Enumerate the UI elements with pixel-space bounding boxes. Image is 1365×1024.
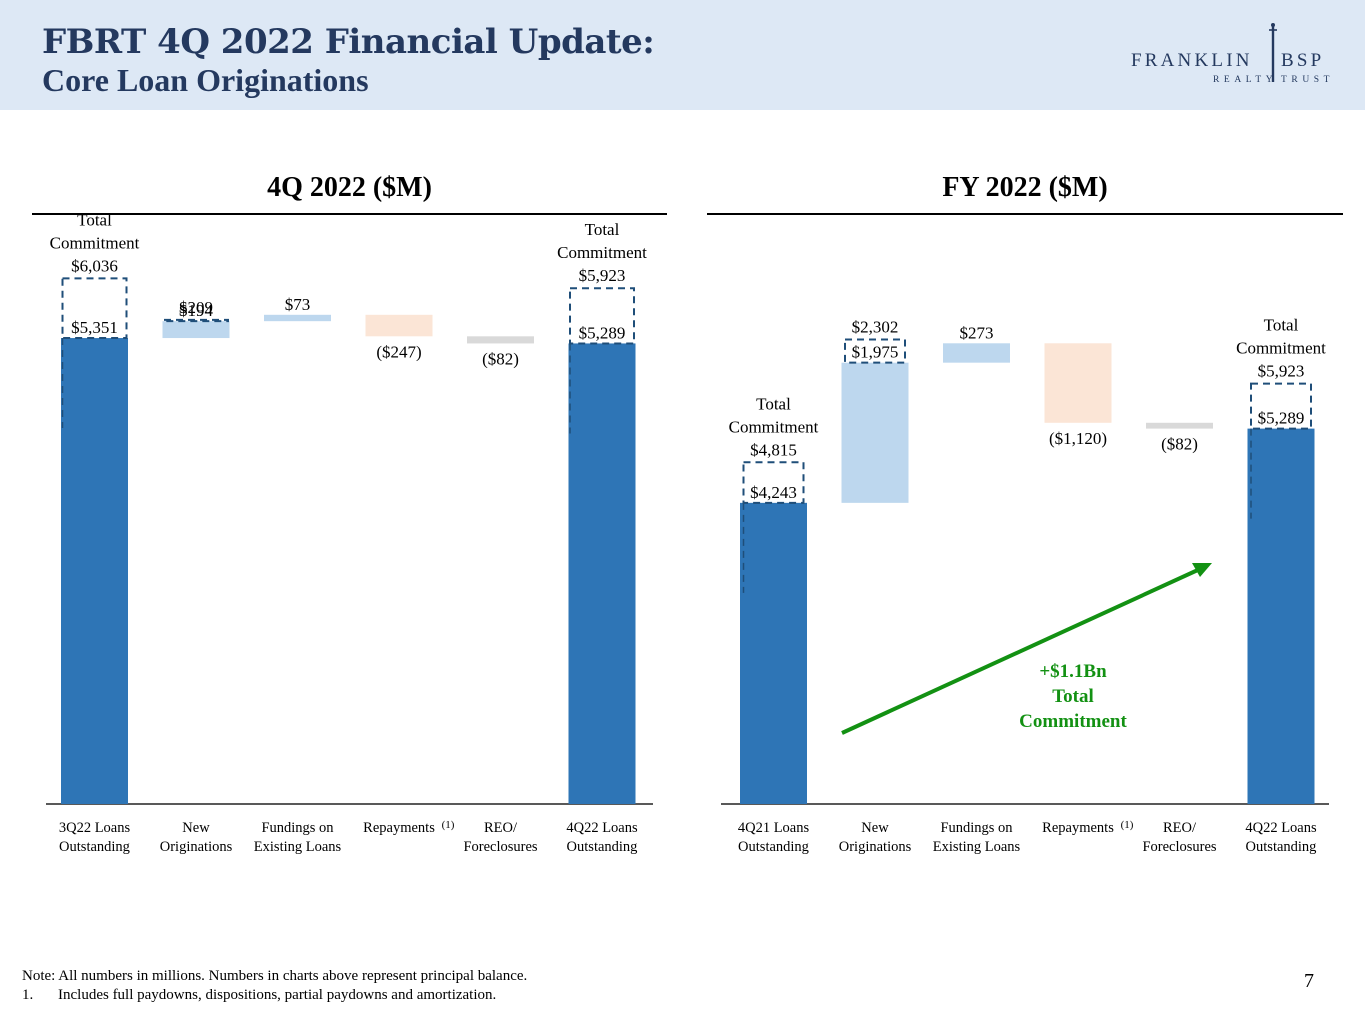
category-label: 4Q22 Loans [1245, 820, 1317, 836]
category-label: 4Q21 Loans [738, 820, 810, 836]
logo-trust-text: TRUST [1281, 75, 1334, 85]
commitment-label: Total [1264, 316, 1299, 335]
commitment-box [844, 338, 906, 364]
bar-value-label: $1,975 [852, 343, 899, 362]
commitment-label: Commitment [557, 243, 647, 262]
trend-annotation: Total [1052, 686, 1094, 707]
commitment-box [1250, 382, 1312, 430]
increase-bar [162, 321, 230, 339]
header-band: FBRT 4Q 2022 Financial Update: Core Loan… [0, 0, 1365, 110]
commitment-label: Commitment [50, 233, 140, 252]
reo-bar [1146, 422, 1213, 429]
commitment-label: $5,923 [1258, 362, 1305, 381]
category-label: Foreclosures [463, 839, 537, 855]
commitment-label: Total [585, 220, 620, 239]
category-label: New [182, 820, 210, 836]
category-label: Fundings on [261, 820, 334, 836]
bar-value-label: ($82) [1161, 435, 1198, 454]
page-number: 7 [1304, 970, 1314, 992]
trend-arrowhead [1192, 563, 1212, 577]
footer-note: Note: All numbers in millions. Numbers i… [22, 968, 528, 984]
commitment-label: $2,302 [852, 317, 899, 336]
commitment-label: Total [77, 210, 112, 229]
repayment-bar [1044, 343, 1112, 423]
charts-canvas: 4Q 2022 ($M) Total Commitment $6,036 $5,351 3… [32, 172, 1343, 855]
category-label: Existing Loans [254, 839, 342, 855]
increase-bar [264, 314, 331, 322]
footnote-marker: (1) [442, 819, 455, 831]
footnote-number: 1. [22, 987, 34, 1003]
increase-bar [841, 362, 909, 503]
commitment-box [569, 287, 635, 345]
chart-title: 4Q 2022 ($M) [267, 172, 432, 203]
commitment-box [163, 318, 229, 323]
category-label: Outstanding [59, 839, 130, 855]
footnote-marker: (1) [1121, 819, 1134, 831]
reo-bar [467, 336, 534, 344]
bar-value-label: $273 [960, 323, 994, 342]
category-label: 4Q22 Loans [566, 820, 638, 836]
category-label: REO/ [484, 820, 518, 836]
commitment-label: $209 [179, 298, 213, 317]
category-label: 3Q22 Loans [59, 820, 131, 836]
category-label: Repayments [1042, 820, 1114, 836]
category-label: Originations [160, 839, 233, 855]
footer-footnote: 1. Includes full paydowns, dispositions, … [22, 987, 496, 1004]
outstanding-bar [1247, 428, 1315, 804]
increase-bar [943, 343, 1010, 363]
trend-annotation: +$1.1Bn [1039, 661, 1107, 682]
logo-realty-text: REALTY [1213, 75, 1277, 85]
bar-value-label: $73 [285, 295, 311, 314]
repayment-bar [365, 314, 433, 337]
logo-divider-top [1271, 23, 1275, 27]
category-label: Outstanding [1246, 839, 1317, 855]
chart-title: FY 2022 ($M) [942, 172, 1107, 203]
category-label: Fundings on [940, 820, 1013, 836]
commitment-label: Commitment [729, 417, 819, 436]
category-label: Originations [839, 839, 912, 855]
commitment-box [61, 277, 128, 340]
trend-annotation: Commitment [1019, 711, 1127, 732]
bar-value-label: $5,289 [579, 323, 626, 342]
commitment-label: $5,923 [579, 266, 626, 285]
category-label: REO/ [1163, 820, 1197, 836]
category-label: Existing Loans [933, 839, 1021, 855]
commitment-label: Commitment [1236, 339, 1326, 358]
category-label: Foreclosures [1142, 839, 1216, 855]
category-label: Outstanding [567, 839, 638, 855]
bar-value-label: ($247) [376, 342, 421, 361]
page-subtitle: Core Loan Originations [42, 62, 369, 98]
category-label: New [861, 820, 889, 836]
footnote-text: Includes full paydowns, dispositions, pa… [58, 987, 497, 1003]
bar-value-label: $5,289 [1258, 409, 1305, 428]
commitment-label: $4,815 [750, 440, 797, 459]
trend-arrow-line [841, 567, 1201, 735]
bar-value-label: $4,243 [750, 483, 797, 502]
commitment-label: $6,036 [71, 256, 118, 275]
outstanding-bar [61, 338, 128, 804]
outstanding-bar [740, 502, 807, 804]
category-label: Repayments [363, 820, 435, 836]
bar-value-label: $194 [179, 301, 214, 320]
commitment-box [742, 461, 805, 504]
logo-franklin-text: FRANKLIN [1131, 50, 1253, 71]
bar-value-label: $5,351 [71, 318, 118, 337]
commitment-label: Total [756, 394, 791, 413]
logo-bsp-text: BSP [1281, 50, 1324, 71]
category-label: Outstanding [738, 839, 809, 855]
franklin-bsp-logo: FRANKLIN BSP REALTY TRUST [1131, 23, 1334, 85]
page-title: FBRT 4Q 2022 Financial Update: [42, 22, 655, 62]
bar-value-label: ($1,120) [1049, 429, 1107, 448]
bar-value-label: ($82) [482, 349, 519, 368]
outstanding-bar [568, 343, 636, 804]
